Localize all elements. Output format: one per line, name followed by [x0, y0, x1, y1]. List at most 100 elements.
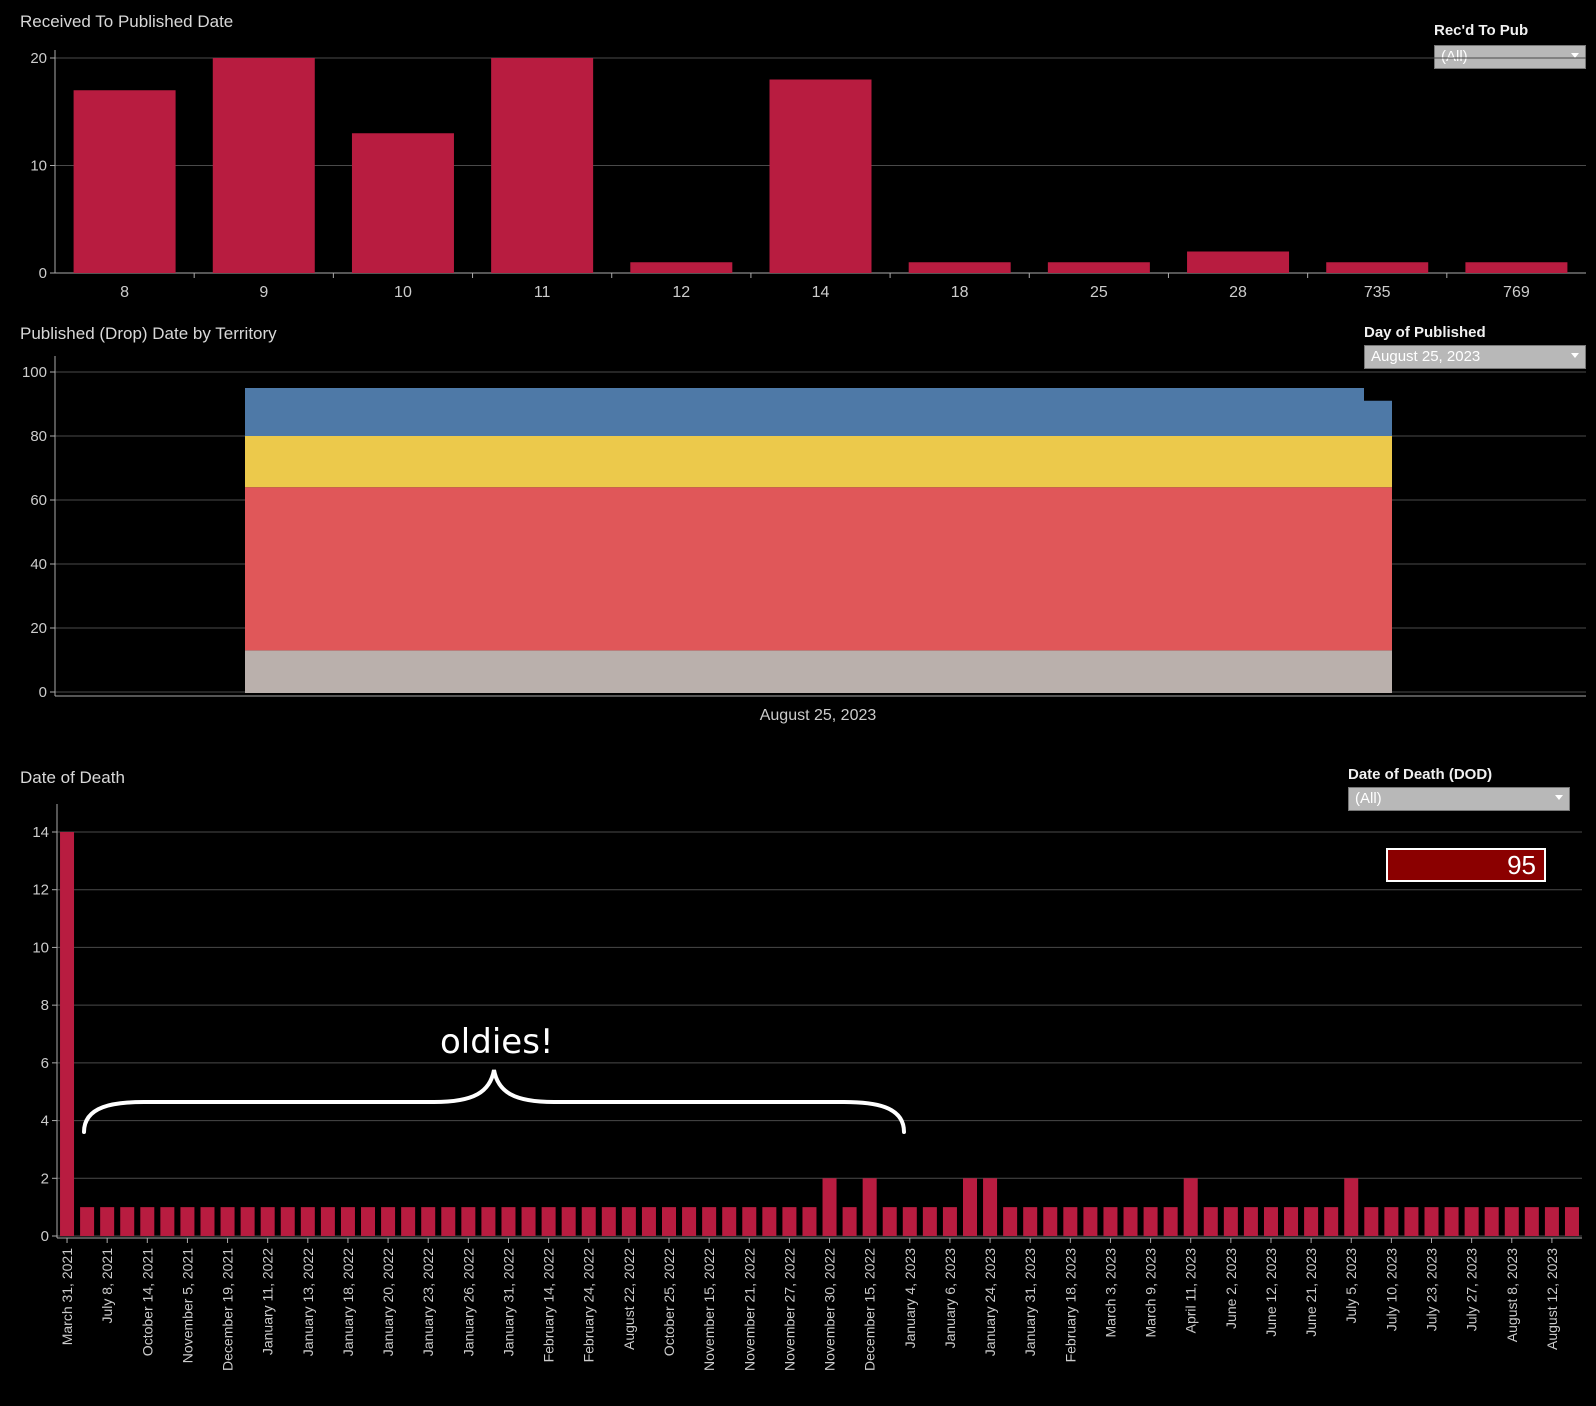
bar: [240, 1207, 255, 1236]
x-tick-label: 8: [120, 284, 129, 301]
y-tick-label: 10: [32, 939, 49, 956]
y-tick-label: 80: [30, 428, 47, 445]
y-tick-label: 2: [41, 1170, 49, 1187]
x-tick-label: January 20, 2022: [380, 1248, 396, 1356]
bar: [702, 1207, 717, 1236]
x-tick-label: January 13, 2022: [300, 1248, 316, 1356]
y-tick-label: 8: [41, 997, 49, 1014]
date-of-death-dropdown[interactable]: (All): [1348, 787, 1570, 811]
bar: [1404, 1207, 1419, 1236]
bar: [802, 1207, 817, 1236]
bar: [1284, 1207, 1299, 1236]
bar: [1324, 1207, 1339, 1236]
bar: [1263, 1207, 1278, 1236]
bar: [260, 1207, 275, 1236]
bar: [983, 1178, 998, 1236]
bar: [1203, 1207, 1218, 1236]
bar: [421, 1207, 436, 1236]
bar: [1326, 262, 1429, 273]
x-tick-label: 9: [259, 284, 268, 301]
bar: [280, 1207, 295, 1236]
recd-to-pub-filter-label: Rec'd To Pub: [1434, 22, 1529, 39]
x-tick-label: July 23, 2023: [1424, 1248, 1440, 1331]
bar: [441, 1207, 456, 1236]
bar: [381, 1207, 396, 1236]
y-tick-label: 0: [41, 1228, 49, 1245]
bar: [908, 262, 1011, 273]
bar: [80, 1207, 95, 1236]
x-tick-label: November 5, 2021: [179, 1248, 195, 1363]
bar: [212, 58, 315, 273]
day-of-published-dropdown[interactable]: August 25, 2023: [1364, 345, 1586, 369]
x-tick-label: August 12, 2023: [1544, 1248, 1560, 1350]
x-tick-label: 25: [1090, 284, 1108, 301]
chevron-down-icon: [1571, 53, 1579, 58]
chart2-title: Published (Drop) Date by Territory: [20, 324, 277, 343]
recd-to-pub-dropdown[interactable]: (All): [1434, 45, 1586, 69]
published-by-territory-chart: 0 20 40 60 80 100 August 25, 2023: [22, 356, 1586, 724]
bar: [842, 1207, 857, 1236]
bar: [1243, 1207, 1258, 1236]
x-tick-label: January 18, 2022: [340, 1248, 356, 1356]
chart1-title: Received To Published Date: [20, 12, 234, 31]
bar: [401, 1207, 416, 1236]
bar: [340, 1207, 355, 1236]
bar: [1063, 1207, 1078, 1236]
bar: [1187, 251, 1290, 273]
bar: [1043, 1207, 1058, 1236]
curly-brace-annotation: [82, 1069, 906, 1134]
bar: [1484, 1207, 1499, 1236]
x-tick-label: January 6, 2023: [942, 1248, 958, 1349]
x-tick-label: August 8, 2023: [1504, 1248, 1520, 1342]
y-tick-label: 20: [30, 620, 47, 637]
bar: [1163, 1207, 1178, 1236]
bar: [1544, 1207, 1559, 1236]
x-tick-label: February 14, 2022: [541, 1248, 557, 1363]
bar: [722, 1207, 737, 1236]
x-tick-label: April 11, 2023: [1183, 1248, 1199, 1334]
x-tick-label: July 27, 2023: [1464, 1248, 1480, 1331]
x-tick-label: June 12, 2023: [1263, 1248, 1279, 1337]
bar: [581, 1207, 596, 1236]
x-tick-label: July 5, 2023: [1343, 1248, 1359, 1324]
bar: [1103, 1207, 1118, 1236]
y-tick-label: 0: [39, 684, 47, 701]
x-tick-label: January 31, 2023: [1022, 1248, 1038, 1356]
x-tick-label: March 3, 2023: [1102, 1248, 1118, 1338]
bar: [1444, 1207, 1459, 1236]
area-layer-gray-base: [245, 651, 1392, 693]
bar: [1524, 1207, 1539, 1236]
bar: [1465, 262, 1568, 273]
x-tick-label: August 22, 2022: [621, 1248, 637, 1350]
bar: [501, 1207, 516, 1236]
bar: [769, 79, 872, 273]
bar: [361, 1207, 376, 1236]
day-of-published-dropdown-value: August 25, 2023: [1371, 348, 1481, 365]
bar: [862, 1178, 877, 1236]
bar: [1183, 1178, 1198, 1236]
chart3-title: Date of Death: [20, 768, 125, 787]
x-tick-label: June 2, 2023: [1223, 1248, 1239, 1329]
x-tick-label: January 31, 2022: [500, 1248, 516, 1356]
bar: [641, 1207, 656, 1236]
x-tick-label: February 18, 2023: [1062, 1248, 1078, 1363]
y-tick-label: 4: [41, 1113, 49, 1130]
bar: [521, 1207, 536, 1236]
bar: [630, 262, 733, 273]
bar: [180, 1207, 195, 1236]
x-tick-label: November 21, 2022: [741, 1248, 757, 1371]
x-tick-label: February 24, 2022: [581, 1248, 597, 1363]
bar: [1564, 1207, 1579, 1236]
x-tick-label: 18: [951, 284, 969, 301]
x-tick-label: July 8, 2021: [99, 1248, 115, 1324]
bar: [882, 1207, 897, 1236]
bar: [1304, 1207, 1319, 1236]
x-tick-label: October 25, 2022: [661, 1248, 677, 1356]
date-of-death-dropdown-value: (All): [1355, 790, 1382, 807]
bar: [1424, 1207, 1439, 1236]
x-tick-label: January 26, 2022: [460, 1248, 476, 1356]
chevron-down-icon: [1571, 353, 1579, 358]
x-tick-label: January 24, 2023: [982, 1248, 998, 1356]
bar: [822, 1178, 837, 1236]
x-tick-label: 10: [394, 284, 412, 301]
